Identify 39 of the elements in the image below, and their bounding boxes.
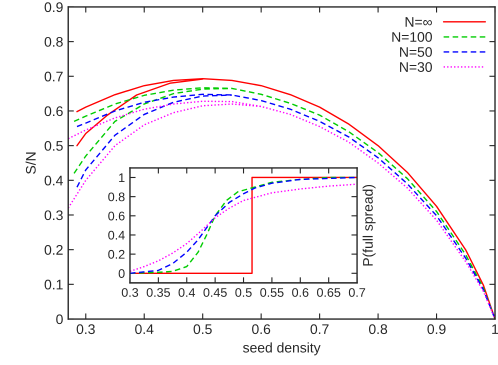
x-tick-label: 0.4 [178, 288, 196, 297]
x-tick-label: 0.7 [348, 288, 366, 297]
x-tick-label: 0.8 [368, 324, 388, 334]
y-tick-label: 0.8 [44, 36, 63, 47]
x-tick-label: 0.5 [194, 324, 212, 334]
x-tick-label: 0.65 [317, 288, 340, 297]
x-tick-label: 0.5 [235, 288, 252, 297]
x-tick-label: 0.6 [292, 288, 308, 297]
x-tick-label: 0.45 [203, 288, 227, 297]
legend-label: N=30 [400, 62, 432, 72]
legend-label: N=100 [392, 32, 432, 42]
x-tick-label: 0.3 [76, 324, 95, 334]
x-tick-label: 1 [492, 324, 498, 334]
x-tick-label: 0.35 [146, 288, 170, 297]
y-tick-label: 0.6 [108, 212, 125, 220]
legend-label: N=∞ [406, 17, 432, 27]
y-tick-label: 0.6 [44, 106, 63, 116]
y-tick-label: 0.1 [44, 280, 63, 290]
x-tick-label: 0.6 [252, 324, 270, 334]
y-tick-label: 0.4 [108, 230, 125, 240]
y-tick-label: 0.4 [44, 176, 63, 186]
y-tick-label: 0.7 [44, 72, 63, 82]
x-axis-title: seed density [243, 342, 321, 356]
legend-label: N=50 [400, 47, 432, 57]
y-tick-label: 0.2 [44, 244, 63, 255]
y-tick-label: 0.8 [108, 192, 125, 202]
x-tick-label: 0.4 [135, 324, 154, 334]
x-tick-label: 0.55 [260, 288, 284, 297]
x-tick-label: 0.9 [427, 324, 446, 334]
y-tick-label: 0 [118, 269, 125, 278]
y-tick-label: 0.9 [44, 2, 63, 12]
y-tick-label: 1 [119, 173, 125, 182]
y-tick-label: 0.5 [44, 140, 63, 151]
y-tick-label: 0 [56, 314, 63, 324]
y-axis-title: P(full spread) [362, 184, 376, 266]
y-tick-label: 0.2 [108, 250, 124, 259]
x-tick-label: 0.7 [310, 324, 329, 334]
y-tick-label: 0.3 [44, 210, 63, 220]
y-axis-title: S/N [26, 152, 36, 174]
